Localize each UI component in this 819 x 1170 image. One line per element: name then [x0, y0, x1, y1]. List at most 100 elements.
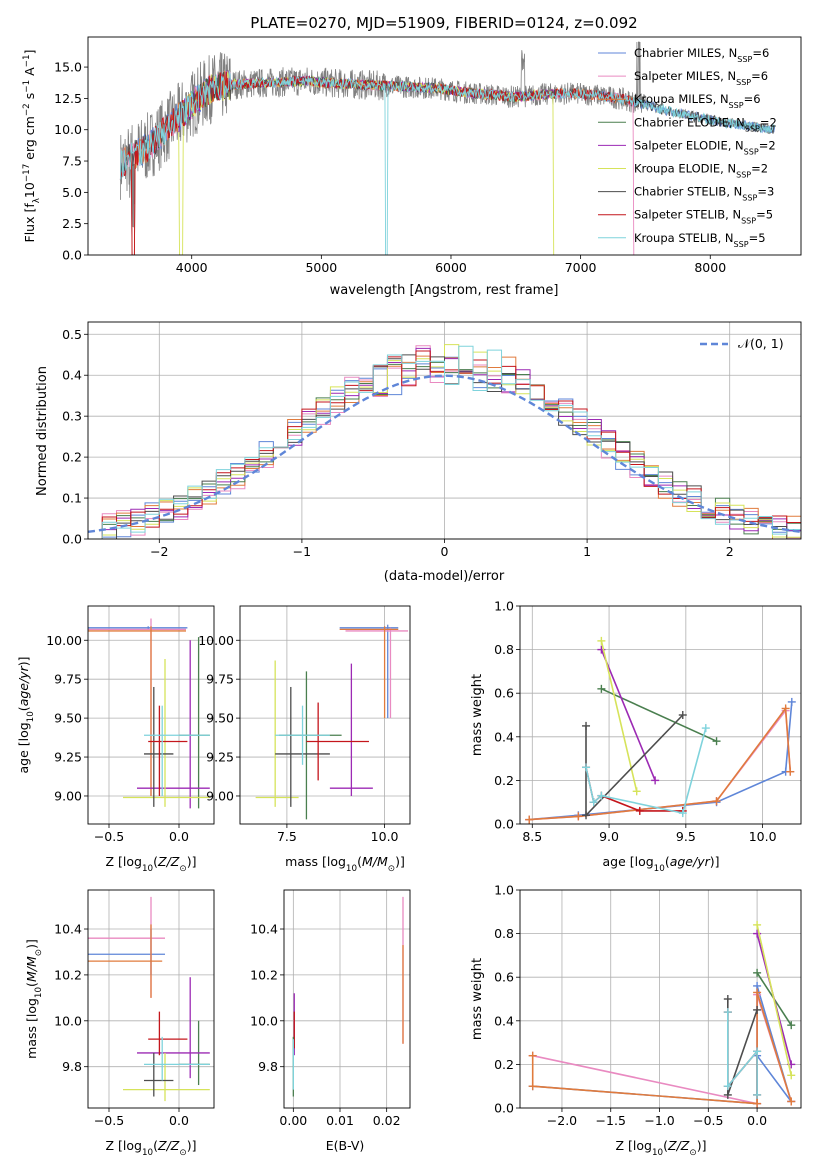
y-tick-label: 9.75 [54, 672, 82, 687]
y-tick-label: 0.3 [62, 409, 82, 424]
x-tick-label: 6000 [435, 260, 467, 275]
legend-label: Kroupa MILES, NSSP=6 [634, 92, 761, 110]
x-axis-label: E(B-V) [326, 1138, 365, 1153]
x-tick-label: 0 [441, 544, 449, 559]
y-tick-label: 0.0 [494, 817, 514, 832]
y-tick-label: 9.8 [62, 1059, 82, 1074]
spectrum-model-kroupa-stelib [119, 70, 776, 255]
x-tick-label: 4000 [176, 260, 208, 275]
series-line [529, 706, 792, 821]
legend-label: Salpeter STELIB, NSSP=5 [634, 208, 773, 226]
x-tick-label: 0.02 [373, 1113, 401, 1128]
plot-area [88, 618, 210, 809]
series-line [600, 640, 638, 792]
axes-mass-vs-ebv: 0.00 0.01 0.02 9.8 10.0 10.2 10.4 [250, 889, 411, 1128]
x-tick-label: 5000 [305, 260, 337, 275]
axes-frame [87, 321, 802, 540]
x-tick-label: 1 [583, 544, 591, 559]
y-tick-label: 0.6 [494, 686, 514, 701]
y-tick-label: 1.0 [494, 599, 514, 614]
axes-frame [519, 889, 802, 1109]
plot-area [88, 896, 210, 1102]
y-tick-label: 9.00 [54, 788, 82, 803]
series-line [585, 767, 683, 812]
plot-area [292, 896, 404, 1097]
series-line [532, 994, 792, 1105]
y-tick-label: 0.5 [62, 327, 82, 342]
y-tick-label: 9.00 [206, 788, 234, 803]
plot-area [255, 624, 409, 820]
axes-age-vs-mass: 7.5 10.0 9.00 9.25 9.50 9.75 10.00 [198, 605, 411, 844]
y-tick-label: 15.0 [54, 60, 82, 75]
y-tick-label: 0.1 [62, 491, 82, 506]
series-line [531, 992, 792, 1105]
x-tick-label: −0.5 [94, 1113, 124, 1128]
legend-label: 𝒩(0, 1) [738, 336, 784, 351]
legend-label: Kroupa STELIB, NSSP=5 [634, 231, 766, 249]
legend-label: Kroupa ELODIE, NSSP=2 [634, 162, 768, 180]
x-tick-label: 7.5 [277, 829, 297, 844]
x-tick-label: 0.0 [747, 1113, 767, 1128]
legend-label: Salpeter ELODIE, NSSP=2 [634, 138, 776, 156]
legend-label: Chabrier STELIB, NSSP=3 [634, 185, 774, 203]
legend-label: Salpeter MILES, NSSP=6 [634, 69, 768, 87]
x-tick-label: 9.0 [599, 829, 619, 844]
x-axis-label: Z [log10(Z/Z⊙)] [106, 1138, 197, 1158]
y-tick-label: 0.0 [62, 532, 82, 547]
x-tick-label: −2.0 [547, 1113, 577, 1128]
y-tick-label: 0.4 [62, 368, 82, 383]
y-axis-label: mass [log10(M/M⊙)] [24, 939, 44, 1059]
x-tick-label: −2 [150, 544, 168, 559]
y-tick-label: 1.0 [494, 883, 514, 898]
series-line [585, 727, 707, 815]
plot-area [528, 920, 796, 1108]
x-tick-label: 9.5 [676, 829, 696, 844]
x-tick-label: −1.5 [596, 1113, 626, 1128]
axes-residual-histogram: −2 −1 0 1 2 0.0 0.1 0.2 0.3 0.4 0.5 [62, 321, 802, 559]
y-tick-label: 9.50 [206, 711, 234, 726]
x-tick-label: 0.01 [326, 1113, 354, 1128]
figure-title: PLATE=0270, MJD=51909, FIBERID=0124, z=0… [250, 14, 637, 32]
y-tick-label: 5.0 [62, 185, 82, 200]
x-tick-label: 10.0 [749, 829, 777, 844]
y-tick-label: 0.0 [62, 248, 82, 263]
y-tick-label: 2.5 [62, 216, 82, 231]
y-tick-label: 0.2 [494, 773, 514, 788]
y-tick-label: 0.6 [494, 970, 514, 985]
series-line [529, 701, 793, 821]
y-axis-label: mass weight [470, 674, 485, 756]
spectrum-legend: Chabrier MILES, NSSP=6 Salpeter MILES, NS… [598, 46, 777, 248]
axes-frame [87, 36, 802, 256]
y-tick-label: 10.00 [46, 633, 82, 648]
series-line [532, 985, 792, 1105]
series-line [726, 1012, 758, 1095]
legend-label: Chabrier MILES, NSSP=6 [634, 46, 769, 64]
y-tick-label: 9.8 [258, 1059, 278, 1074]
y-tick-label: 0.2 [494, 1057, 514, 1072]
x-tick-label: 8000 [694, 260, 726, 275]
legend-label: Chabrier ELODIE, NSSP=2 [634, 115, 777, 133]
x-tick-label: 2 [726, 544, 734, 559]
y-tick-label: 9.25 [54, 750, 82, 765]
series-line [529, 708, 792, 821]
y-tick-label: 10.0 [54, 122, 82, 137]
x-axis-label: (data-model)/error [384, 569, 505, 584]
plot-area [525, 636, 796, 824]
y-tick-label: 9.25 [206, 750, 234, 765]
axes-frame [87, 889, 215, 1109]
series-line [600, 649, 656, 781]
x-tick-label: −1 [293, 544, 311, 559]
y-axis-label: Normed distribution [35, 366, 50, 496]
x-axis-label: Z [log10(Z/Z⊙)] [106, 854, 197, 874]
x-axis-label: Z [log10(Z/Z⊙)] [616, 1138, 707, 1158]
x-tick-label: 8.5 [522, 829, 542, 844]
x-axis-label: age [log10(age/yr)] [602, 854, 719, 874]
y-tick-label: 10.0 [250, 1013, 278, 1028]
y-tick-label: 0.8 [494, 926, 514, 941]
y-tick-label: 0.4 [494, 729, 514, 744]
histogram-kroupa-elodie [88, 344, 801, 539]
x-tick-label: −0.5 [94, 829, 124, 844]
x-tick-label: 0.0 [169, 829, 189, 844]
axes-frame [283, 889, 411, 1109]
y-tick-label: 0.2 [62, 450, 82, 465]
